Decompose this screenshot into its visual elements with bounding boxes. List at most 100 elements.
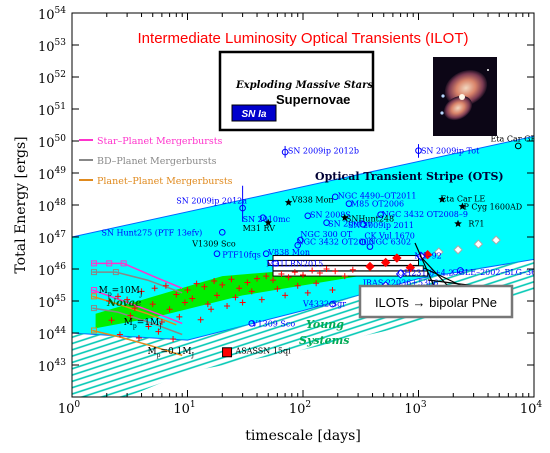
y-tick-label-6: 1049 — [38, 166, 66, 183]
cross-marker-5 — [162, 282, 169, 289]
point-label-23: PTF10fqs — [222, 251, 261, 260]
point-23 — [213, 250, 221, 258]
star-point-4 — [284, 198, 293, 206]
point-6 — [345, 200, 353, 207]
x-tick-label-1: 101 — [173, 400, 195, 417]
point-label-6: M85 OT2006 — [351, 200, 404, 209]
point-19 — [359, 238, 367, 246]
cross-marker-19 — [285, 274, 292, 281]
ilot-pne-label: ILOTs → bipolar PNe — [375, 295, 497, 310]
point-9 — [377, 211, 384, 218]
legend: Star–Planet Mergerbursts BD–Planet Merge… — [79, 136, 233, 187]
cross-marker-48 — [155, 328, 162, 335]
mass-track-3 — [92, 307, 183, 336]
cross-marker-23 — [316, 269, 323, 276]
eta-car-nebula-image — [433, 57, 497, 136]
x-tick-label-2: 102 — [289, 400, 311, 417]
mass-label-1: Mp=1MJ — [124, 318, 163, 330]
cross-marker-22 — [309, 267, 316, 274]
mass-track-marker-3 — [90, 269, 97, 276]
point-18 — [297, 236, 304, 244]
point-label-7: SN 2010mc — [243, 215, 291, 224]
sn-ia-badge — [231, 104, 277, 122]
point-label-9: NGC 3432 OT2008–9 — [382, 210, 468, 219]
mass-track-marker-7 — [90, 305, 97, 312]
mass-track-marker-8 — [90, 327, 97, 334]
cross-marker-9 — [201, 283, 208, 290]
y-tick-label-8: 1051 — [38, 102, 66, 119]
point-13 — [359, 220, 367, 228]
point-20 — [294, 242, 302, 249]
point-label-28: OH231.8+4.2 — [398, 268, 454, 277]
y-tick-label-4: 1047 — [38, 230, 66, 247]
point-label-17: SN Hunt275 (PTF 13efv) — [101, 228, 202, 237]
point-label-25: M31LRN2015 — [266, 259, 323, 268]
cross-marker-49 — [170, 335, 177, 342]
diamond-marker-1 — [380, 257, 391, 268]
sn-line1: Exploding Massive Stars — [235, 80, 373, 91]
point-label-5: NGC 4490–OT2011 — [338, 191, 417, 200]
point-21 — [366, 243, 374, 250]
cross-marker-26 — [341, 273, 348, 280]
diamond-markers — [365, 235, 501, 273]
cross-marker-6 — [173, 291, 180, 298]
cross-marker-31 — [181, 299, 188, 306]
point-label-8: SN 2008S — [310, 211, 351, 220]
y-tick-label-3: 1046 — [38, 262, 66, 279]
mass-track-marker-4 — [112, 269, 119, 276]
mass-track-marker-1 — [106, 260, 113, 267]
y-tick-label-7: 1050 — [38, 134, 66, 151]
point-label-11: SN 2007sv — [328, 220, 372, 229]
point-label-22: V1309 Sco — [191, 240, 236, 249]
cross-marker-17 — [270, 277, 277, 284]
point-25 — [272, 260, 279, 267]
point-27 — [456, 267, 464, 274]
cross-marker-14 — [244, 279, 251, 286]
cross-marker-30 — [166, 306, 173, 313]
diamond-marker-7 — [473, 239, 484, 249]
cross-marker-34 — [213, 292, 220, 299]
cross-marker-45 — [197, 316, 204, 323]
diamond-marker-5 — [434, 247, 444, 257]
y-tick-label-9: 1052 — [38, 70, 66, 87]
point-label-12: SNHunt248 — [346, 214, 394, 223]
point-label-13: SN 2009ip 2011 — [348, 221, 414, 230]
cross-marker-1 — [114, 293, 121, 300]
sn-ia-label: SN Ia — [241, 109, 266, 120]
cross-marker-38 — [294, 282, 301, 289]
cross-marker-29 — [149, 301, 156, 308]
cross-marker-12 — [228, 276, 235, 283]
novae-label: Novae — [106, 298, 141, 309]
cross-marker-33 — [204, 301, 211, 308]
point-1 — [415, 147, 422, 154]
mass-track-5 — [92, 329, 183, 357]
chart-title: Intermediate Luminosity Optical Transien… — [138, 30, 469, 47]
point-3 — [239, 204, 246, 212]
x-tick-label-4: 104 — [520, 400, 543, 417]
star-point-12 — [341, 213, 349, 221]
point-label-20: NGC 3432 OT2000 — [297, 238, 374, 247]
point-0 — [281, 148, 289, 156]
cross-marker-2 — [124, 296, 131, 303]
point-7 — [259, 214, 267, 222]
diamond-marker-3 — [405, 262, 416, 273]
y-axis-label: Total Energy [ergs] — [13, 136, 29, 273]
mass-labels: Mp=10MJ Mp=1MJ Mp=0.1MJ — [99, 286, 195, 359]
mass-label-0: Mp=10MJ — [99, 286, 143, 298]
cross-marker-3 — [138, 288, 145, 295]
y-tick-label-1: 1044 — [38, 326, 66, 343]
star-point-15 — [458, 202, 467, 210]
star-point-16 — [454, 219, 462, 227]
cross-marker-16 — [263, 273, 270, 280]
diamond-marker-8 — [491, 235, 501, 245]
point-label-21: NGC 6302 — [369, 238, 411, 247]
point-label-19: CK Vul 1670 — [364, 232, 415, 241]
young-systems-line2: Systems — [299, 334, 349, 347]
star-point-14 — [438, 195, 446, 203]
mass-track-marker-5 — [90, 287, 97, 294]
x-axis-label: timescale [days] — [245, 428, 361, 444]
legend-entry-planet-planet: Planet–Planet Mergerbursts — [97, 176, 233, 187]
cross-marker-43 — [158, 319, 165, 326]
young-systems-line1: Young — [306, 318, 344, 331]
cross-marker-20 — [291, 269, 298, 276]
